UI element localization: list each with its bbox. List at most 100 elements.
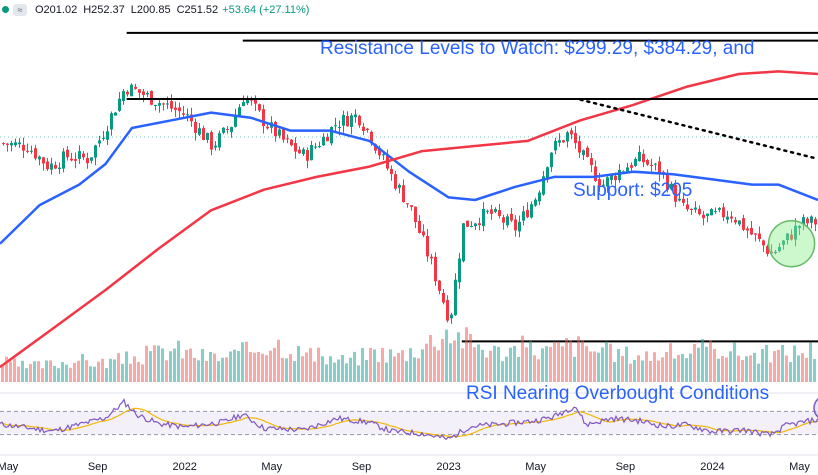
volume-bar [565,338,568,382]
candle-body [2,143,5,145]
candle-body [478,223,481,226]
candle-body [626,167,629,173]
volume-bar [213,353,216,382]
candle-body [726,216,729,220]
support-annotation: Support: $205 [573,180,693,201]
candle-body [150,90,153,105]
x-tick-label: May [789,461,810,473]
volume-bar [405,361,408,382]
candle-body [406,203,409,205]
volume-bar [109,358,112,382]
volume-bar [293,361,296,382]
candle-body [178,107,181,112]
candle-body [174,107,177,110]
volume-bar [193,357,196,382]
volume-bar [21,360,24,382]
volume-bar [561,346,564,382]
volume-bar [273,347,276,382]
candle-body [286,138,289,140]
candle-body [510,213,513,221]
volume-bar [737,355,740,382]
volume-group [1,327,816,382]
candle-body [42,157,45,164]
candle-body [310,145,313,161]
candle-body [206,132,209,140]
candle-body [194,121,197,133]
volume-bar [377,362,380,382]
x-tick-label: 2024 [700,461,724,473]
candle-body [482,208,485,227]
volume-bar [173,348,176,382]
volume-bar [13,358,16,382]
candle-body [50,163,53,170]
candle-body [714,211,717,213]
candle-body [434,256,437,282]
x-tick-label: Sep [352,461,372,473]
volume-bar [201,349,204,382]
candle-body [330,126,333,144]
chart-type-icon[interactable]: ≈ [13,3,27,16]
volume-bar [765,344,768,382]
candle-body [390,168,393,175]
volume-bar [721,355,724,382]
candle-body [750,228,753,235]
volume-bar [665,352,668,382]
volume-bar [625,346,628,382]
volume-bar [237,351,240,382]
candle-body [126,91,129,95]
candle-body [254,98,257,104]
volume-bar [341,354,344,382]
volume-bar [337,359,340,382]
candle-body [758,233,761,240]
candle-body [226,129,229,131]
candle-body [130,84,133,97]
volume-bar [57,368,60,382]
volume-bar [785,355,788,382]
candle-body [142,91,145,96]
volume-bar [453,340,456,382]
volume-bar [9,361,12,382]
volume-bar [141,364,144,382]
ma-200-line [0,70,818,369]
volume-bar [245,341,248,382]
volume-bar [589,351,592,382]
volume-bar [285,358,288,382]
volume-bar [633,359,636,382]
volume-bar [325,364,328,382]
candle-body [230,127,233,133]
volume-bar [701,339,704,382]
volume-bar [353,351,356,382]
low-value: L200.85 [130,3,171,16]
candle-body [586,147,589,157]
volume-bar [181,358,184,382]
candle-body [450,314,453,319]
candle-body [746,228,749,231]
volume-bar [545,346,548,382]
candle-body [314,146,317,148]
candle-body [110,113,113,130]
candle-body [418,220,421,233]
volume-bar [677,354,680,382]
change-value: +53.64 (+27.11%) [222,3,310,16]
volume-bar [641,360,644,382]
volume-bar [573,356,576,382]
candle-body [498,210,501,216]
candle-body [94,145,97,158]
volume-bar [397,352,400,382]
candle-body [154,105,157,107]
volume-bar [809,342,812,382]
candle-body [170,101,173,109]
volume-bar [801,353,804,382]
candle-body [686,204,689,210]
status-dot [2,6,9,13]
candle-body [786,233,789,241]
volume-bar [761,348,764,382]
volume-bar [373,349,376,382]
candle-body [522,211,525,221]
candle-body [442,292,445,303]
candle-body [266,126,269,129]
volume-bar [485,357,488,382]
candles-group [2,83,817,324]
candle-body [22,144,25,151]
volume-bar [549,346,552,382]
